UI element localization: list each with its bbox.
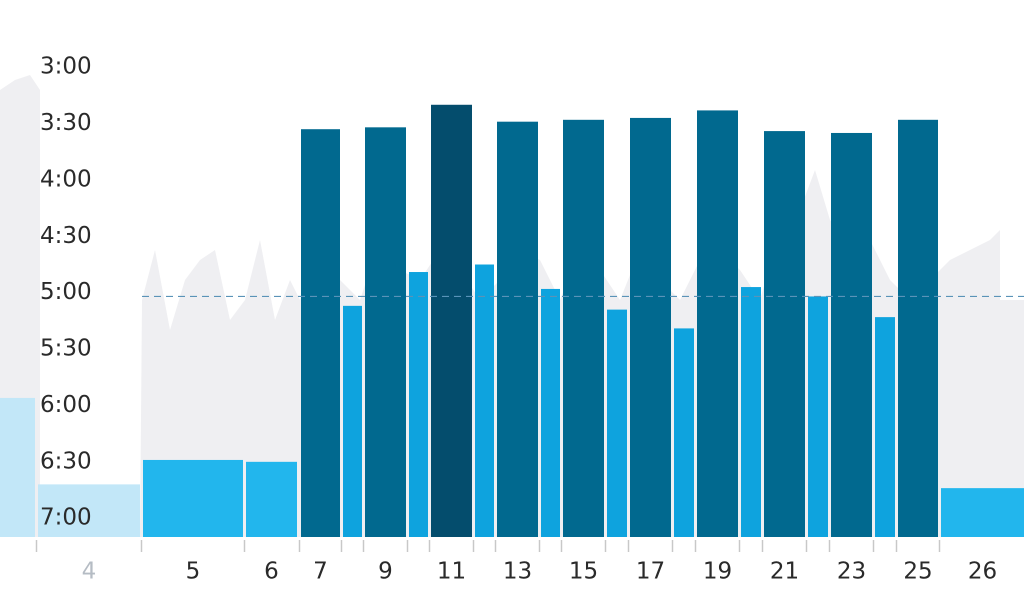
bar [875,317,895,537]
bar [409,272,428,537]
x-tick-label: 5 [186,559,201,585]
bar [431,104,472,537]
x-tick-label: 11 [437,559,466,585]
x-tick-label: 23 [837,559,866,585]
bar [741,287,761,537]
bar [831,132,872,537]
bar [541,288,560,537]
x-tick-label: 19 [703,559,732,585]
y-tick-label: 3:30 [40,110,92,136]
bar [808,296,828,537]
x-tick-label: 7 [313,559,328,585]
x-tick-label: 25 [903,559,932,585]
bar [764,131,805,538]
bar [898,119,938,537]
bar [365,127,406,538]
x-tick-label: 15 [569,559,598,585]
bar [38,484,140,537]
bar [630,117,671,538]
bar [497,121,538,537]
y-tick-label: 5:30 [40,336,92,362]
y-tick-label: 6:30 [40,448,92,474]
x-tick-label: 21 [770,559,799,585]
x-tick-label: 13 [503,559,532,585]
x-tick-label: 17 [636,559,665,585]
bar [697,110,738,538]
bar [475,264,494,537]
y-tick-label: 7:00 [40,505,92,531]
y-tick-label: 6:00 [40,392,92,418]
x-tick-label: 4 [82,559,97,585]
y-tick-label: 4:30 [40,223,92,249]
bar [563,119,604,537]
bar [0,397,35,537]
bar [343,305,362,537]
x-tick-label: 6 [264,559,279,585]
y-tick-label: 3:00 [40,54,92,80]
bar [246,461,297,537]
bar [607,309,627,537]
x-tick-label: 26 [968,559,997,585]
x-tick-label: 9 [378,559,393,585]
bar [301,129,340,537]
y-tick-label: 5:00 [40,279,92,305]
bar [674,328,694,537]
bar [941,488,1024,537]
y-tick-label: 4:00 [40,166,92,192]
bar [143,459,243,537]
